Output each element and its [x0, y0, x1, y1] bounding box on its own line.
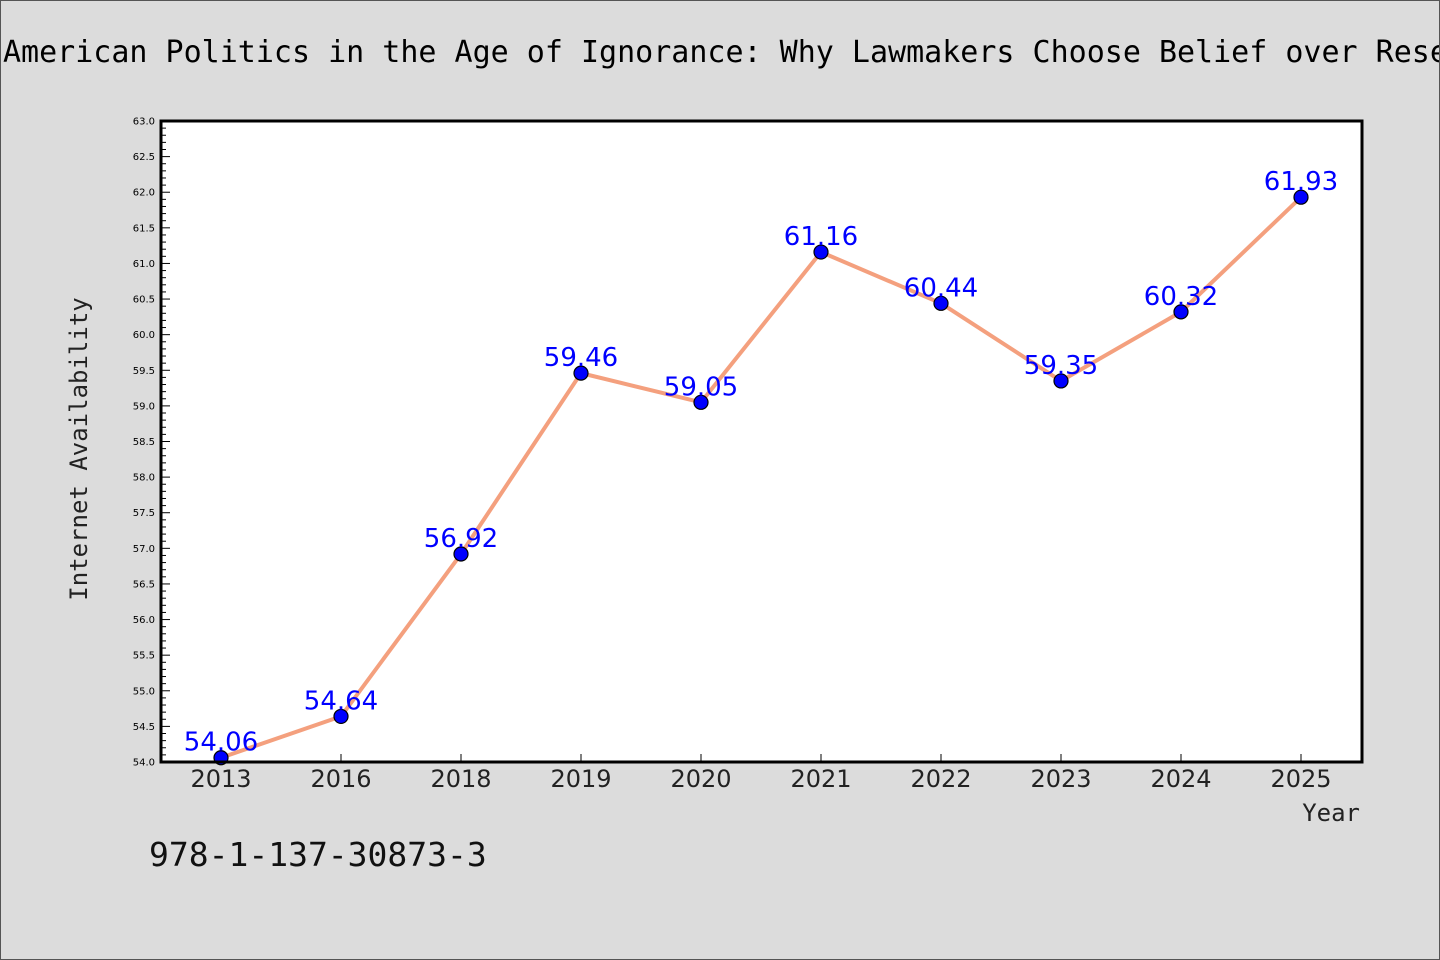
- data-point: [453, 546, 469, 562]
- data-label: 59.46: [544, 343, 618, 373]
- x-tick-label: 2024: [1150, 765, 1211, 793]
- x-tick-label: 2013: [190, 765, 251, 793]
- data-point: [1053, 373, 1069, 389]
- x-tick-label: 2020: [670, 765, 731, 793]
- y-tick-label: 54.0: [133, 758, 155, 769]
- y-tick-label: 57.0: [133, 544, 155, 555]
- data-point: [573, 365, 589, 381]
- data-point: [333, 708, 349, 725]
- y-tick-label: 54.5: [133, 722, 155, 733]
- plot-frame: [159, 119, 1364, 764]
- y-tick-label: 56.5: [133, 579, 155, 590]
- x-axis: 2013 2016 2018 2019 2020 2021 2022 2023 2024 2025: [190, 754, 1332, 793]
- x-tick-label: 2021: [790, 765, 851, 793]
- data-point: [1173, 304, 1189, 320]
- y-tick-label: 56.0: [133, 615, 155, 626]
- data-label: 59.35: [1024, 351, 1098, 381]
- isbn-label: 978-1-137-30873-3: [149, 835, 487, 874]
- y-tick-label: 62.0: [133, 188, 155, 199]
- x-tick-label: 2023: [1030, 765, 1091, 793]
- y-tick-label: 62.5: [133, 152, 155, 163]
- x-tick-label: 2022: [910, 765, 971, 793]
- y-tick-label: 63.0: [133, 117, 155, 128]
- data-point: [1293, 189, 1309, 205]
- x-axis-title: Year: [1302, 799, 1360, 827]
- y-tick-label: 59.0: [133, 401, 155, 412]
- data-point: [933, 295, 949, 311]
- y-axis: 54.0 54.5 55.0 55.5 56.0 56.5 57.0 57.5 58.0 58.5…: [133, 117, 170, 769]
- data-label: 60.44: [904, 273, 978, 303]
- data-label: 54.64: [304, 686, 378, 716]
- y-tick-label: 55.5: [133, 651, 155, 662]
- data-label: 61.16: [784, 222, 858, 252]
- series-markers: [213, 189, 1309, 766]
- y-tick-label: 60.5: [133, 295, 155, 306]
- series-line: [220, 195, 1303, 760]
- chart-title: American Politics in the Age of Ignoranc…: [3, 35, 1440, 70]
- y-tick-label: 57.5: [133, 508, 155, 519]
- y-tick-label: 58.0: [133, 473, 155, 484]
- data-label: 61.93: [1264, 167, 1338, 197]
- data-labels: 54.06 54.64 56.92 59.46 59.05 61.16 60.44 59.35…: [184, 167, 1338, 758]
- data-label: 59.05: [664, 372, 738, 402]
- y-tick-label: 61.5: [133, 223, 155, 234]
- x-tick-label: 2016: [310, 765, 371, 793]
- data-point: [813, 244, 829, 260]
- data-label: 56.92: [424, 524, 498, 554]
- data-label: 60.32: [1144, 282, 1218, 312]
- y-tick-label: 60.0: [133, 330, 155, 341]
- plot-area: [161, 121, 1362, 762]
- x-tick-label: 2025: [1270, 765, 1331, 793]
- y-tick-label: 61.0: [133, 259, 155, 270]
- y-axis-title: Internet Availability: [65, 297, 93, 600]
- data-point: [693, 394, 709, 410]
- y-tick-label: 58.5: [133, 437, 155, 448]
- y-tick-label: 59.5: [133, 366, 155, 377]
- data-label: 54.06: [184, 728, 258, 758]
- y-tick-label: 55.0: [133, 686, 155, 697]
- x-tick-label: 2018: [430, 765, 491, 793]
- x-tick-label: 2019: [550, 765, 611, 793]
